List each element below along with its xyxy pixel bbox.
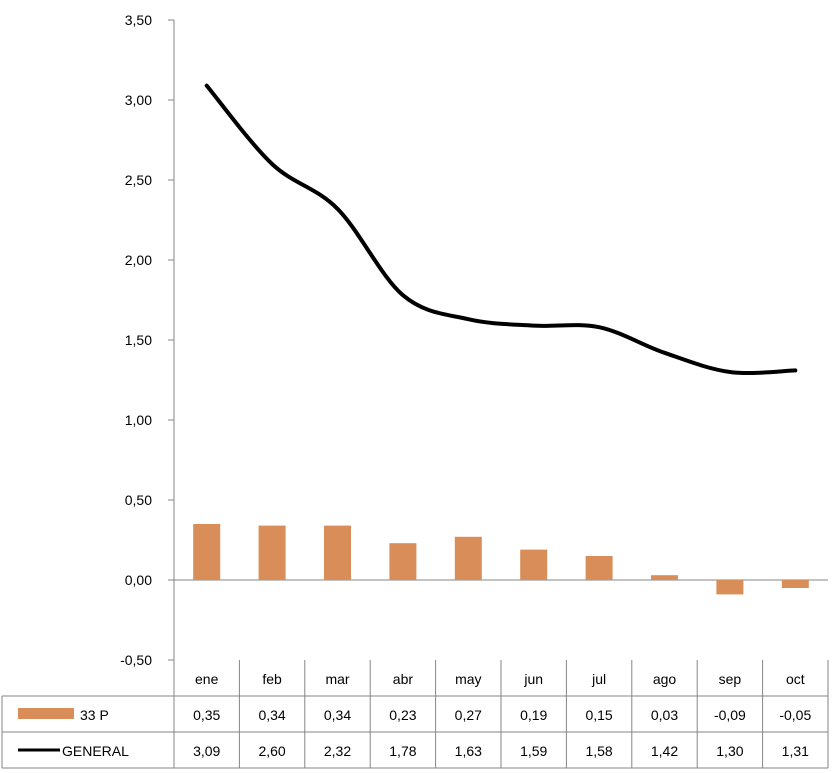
data-label-general: 1,31 <box>782 743 809 759</box>
x-tick-label: sep <box>719 671 742 687</box>
legend-label-general: GENERAL <box>62 743 129 759</box>
bar-abr <box>389 543 417 580</box>
y-tick-label: 2,00 <box>125 252 152 268</box>
x-tick-label: jun <box>523 671 543 687</box>
legend-label-33p: 33 P <box>80 707 109 723</box>
data-label-33p: -0,05 <box>779 707 811 723</box>
data-label-general: 1,30 <box>716 743 743 759</box>
data-label-general: 1,63 <box>455 743 482 759</box>
data-label-general: 1,59 <box>520 743 547 759</box>
bar-feb <box>258 525 286 580</box>
data-label-general: 1,58 <box>585 743 612 759</box>
x-tick-label: ago <box>653 671 677 687</box>
data-label-33p: 0,03 <box>651 707 678 723</box>
y-tick-label: 2,50 <box>125 172 152 188</box>
bar-jun <box>520 549 548 580</box>
y-tick-label: 1,00 <box>125 412 152 428</box>
bar-sep <box>716 580 744 595</box>
x-tick-label: abr <box>393 671 414 687</box>
data-label-33p: 0,23 <box>389 707 416 723</box>
general-line <box>204 83 798 376</box>
bar-may <box>454 536 482 580</box>
data-label-33p: 0,35 <box>193 707 220 723</box>
x-tick-label: mar <box>325 671 349 687</box>
data-label-33p: 0,15 <box>585 707 612 723</box>
x-tick-label: oct <box>786 671 805 687</box>
data-table: ene feb mar abr may jun jul ago sep oct 33 P GENERA… <box>1 660 829 769</box>
data-label-33p: -0,09 <box>714 707 746 723</box>
data-label-general: 3,09 <box>193 743 220 759</box>
x-tick-label: may <box>455 671 481 687</box>
bar-ago <box>651 575 678 580</box>
data-label-33p: 0,19 <box>520 707 547 723</box>
data-label-general: 1,42 <box>651 743 678 759</box>
data-label-general: 2,32 <box>324 743 351 759</box>
bar-mar <box>324 525 351 580</box>
x-tick-label: ene <box>195 671 219 687</box>
x-tick-label: jul <box>591 671 606 687</box>
data-label-33p: 0,27 <box>455 707 482 723</box>
data-label-general: 2,60 <box>258 743 285 759</box>
y-tick-label: 0,50 <box>125 492 152 508</box>
y-tick-label: 3,50 <box>125 12 152 28</box>
data-label-33p: 0,34 <box>324 707 351 723</box>
line-series-general <box>204 83 798 376</box>
y-tick-label: 3,00 <box>125 92 152 108</box>
legend-swatch-33p <box>18 708 74 719</box>
data-label-33p: 0,34 <box>258 707 285 723</box>
y-tick-label: -0,50 <box>120 652 152 668</box>
y-tick-label: 0,00 <box>125 572 152 588</box>
bar-jul <box>585 556 613 580</box>
bar-series-33p <box>193 524 809 595</box>
data-label-general: 1,78 <box>389 743 416 759</box>
x-tick-label: feb <box>262 671 282 687</box>
bar-oct <box>781 580 809 588</box>
bar-ene <box>193 524 221 580</box>
y-tick-label: 1,50 <box>125 332 152 348</box>
axis-layer: -0,50 0,00 0,50 1,00 1,50 2,00 2,50 3,00 3,50 <box>120 12 828 668</box>
